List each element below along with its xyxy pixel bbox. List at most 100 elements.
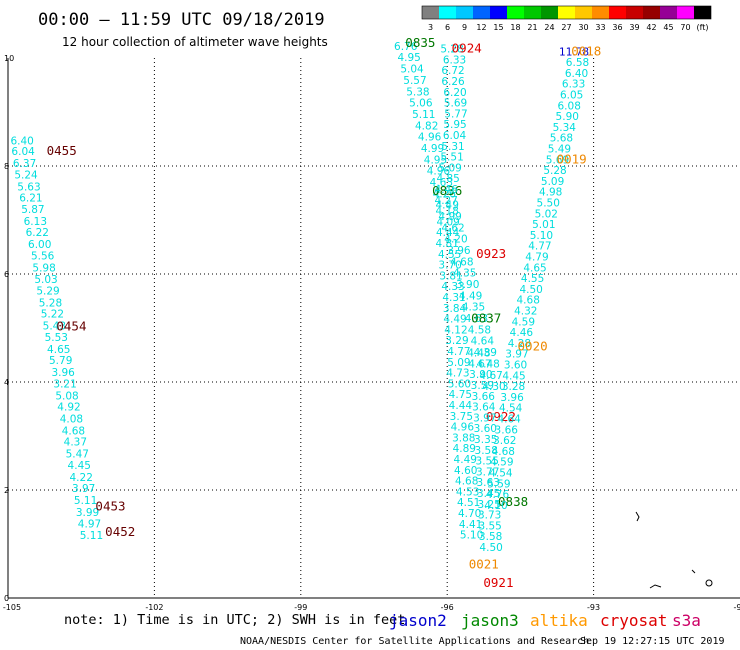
wave-height-label: 4.46 [510,327,534,339]
wave-height-label: 4.54 [489,468,513,480]
legend-s3a: s3a [672,611,701,630]
y-tick-label: 4 [4,378,9,387]
pass-time-label: 0836 [432,183,462,198]
wave-height-label: 6.37 [13,158,36,170]
wave-height-label: 3.90 [456,279,479,291]
wave-height-label: 4.64 [471,336,495,348]
colorbar-border [421,5,712,20]
colorbar-swatch [524,6,541,19]
wave-height-label: 4.49 [454,454,477,466]
wave-height-label: 5.11 [412,109,435,121]
track-cryosat: 5.286.336.726.266.205.695.775.956.045.31… [435,41,516,591]
wave-height-label: 4.44 [436,227,460,239]
footer-credit: NOAA/NESDIS Center for Satellite Applica… [240,636,589,647]
satellite-tracks: 6.406.046.375.245.636.215.876.136.226.00… [10,35,601,590]
pass-time-label: 0019 [557,151,587,166]
wave-height-label: 5.34 [553,122,577,134]
wave-height-label: 4.27 [435,195,458,207]
wave-height-label: 4.68 [62,425,85,437]
legend-jason2: jason2 [389,611,447,630]
y-tick-label: 0 [4,594,9,603]
colorbar-swatch [490,6,507,19]
wave-height-label: 5.60 [448,378,471,390]
colorbar-legend: 3 6 9 12 15 18 21 24 27 30 33 36 39 42 45 70 (ft) [421,5,712,32]
colorbar-tick: 30 [578,23,588,32]
wave-height-label: 5.06 [409,98,433,110]
footer-note: note: 1) Time is in UTC; 2) SWH is in fe… [64,612,405,628]
wave-height-label: 6.22 [26,227,49,239]
wave-height-label: 4.58 [468,324,491,336]
wave-height-label: 3.81 [439,270,462,282]
colorbar-tick: 9 [462,23,467,32]
track-altika: 4.484.673.903.593.663.643.973.603.353.58… [467,348,503,572]
wave-height-label: 6.13 [24,216,47,228]
wave-height-label: 5.04 [400,64,424,76]
wave-height-label: 5.01 [532,219,555,231]
wave-height-label: 5.10 [530,230,553,242]
legend-cryosat: cryosat [600,611,667,630]
wave-height-label: 5.09 [438,162,461,174]
wave-height-label: 3.73 [478,510,501,522]
wave-height-label: 5.57 [403,75,426,87]
colorbar-tick: 6 [445,23,450,32]
legend-jason3: jason3 [461,611,519,630]
wave-height-label: 4.32 [514,306,537,318]
wave-height-label: 4.96 [418,132,442,144]
wave-height-label: 4.62 [441,222,464,234]
plot-area: -105 -102 -99 -96 -93 -90 10 8 6 4 2 0 [3,54,740,612]
wave-height-label: 4.96 [451,422,475,434]
wave-height-label: 4.65 [523,262,546,274]
wave-height-label: 3.99 [76,507,99,519]
wave-height-label: 4.35 [453,268,476,280]
wave-height-label: 4.30 [482,381,505,393]
wave-height-label: 4.99 [438,211,461,223]
pass-time-label: 0837 [471,311,501,326]
wave-height-label: 5.49 [548,144,571,156]
wave-height-label: 3.90 [469,369,492,381]
colorbar-tick: 42 [646,23,656,32]
wave-height-label: 4.95 [397,52,420,64]
pass-time-label: 0455 [47,143,77,158]
colorbar-swatch [626,6,643,19]
wave-height-label: 3.96 [447,245,471,257]
wave-height-label: 5.51 [440,152,463,164]
wave-height-label: 3.58 [475,445,498,457]
x-tick-label: -105 [3,603,21,612]
wave-height-label: 5.53 [45,332,68,344]
wave-height-label: 3.59 [471,380,494,392]
wave-height-label: 3.66 [472,391,496,403]
pass-time-label: 0018 [571,43,601,58]
colorbar-swatch [660,6,677,19]
colorbar-tick: 3 [428,23,433,32]
legend-altika: altika [530,611,588,630]
wave-height-label: 6.40 [10,135,33,147]
wave-height-label: 4.77 [447,346,470,358]
wave-height-label: 5.69 [444,98,467,110]
colorbar-swatch [422,6,439,19]
wave-height-label: 3.70 [438,260,461,272]
wave-height-label: 3.60 [474,423,497,435]
wave-height-label: 4.68 [517,295,540,307]
wave-height-label: 4.50 [519,284,542,296]
pass-time-label: 0924 [452,41,482,56]
wave-height-label: 4.96 [427,166,451,178]
colorbar-swatch [473,6,490,19]
wave-height-label: 5.59 [487,478,510,490]
wave-height-label: 3.58 [479,531,502,543]
wave-height-label: 4.33 [441,281,464,293]
wave-height-label: 4.20 [444,234,467,246]
pass-time-label: 0922 [486,409,516,424]
wave-height-label: 4.55 [521,273,544,285]
wave-height-label: 4.59 [512,316,535,328]
wave-height-label: 5.95 [443,119,466,131]
wave-height-label: 3.84 [443,303,467,315]
wave-height-label: 3.35 [474,434,497,446]
wave-height-label: 4.49 [459,290,482,302]
wave-height-label: 5.11 [80,530,103,542]
wave-height-label: 5.24 [14,169,38,181]
wave-height-label: 3.29 [445,335,468,347]
wave-height-label: 6.40 [565,68,588,80]
wave-height-label: 4.65 [47,344,70,356]
wave-height-label: 4.45 [68,460,91,472]
